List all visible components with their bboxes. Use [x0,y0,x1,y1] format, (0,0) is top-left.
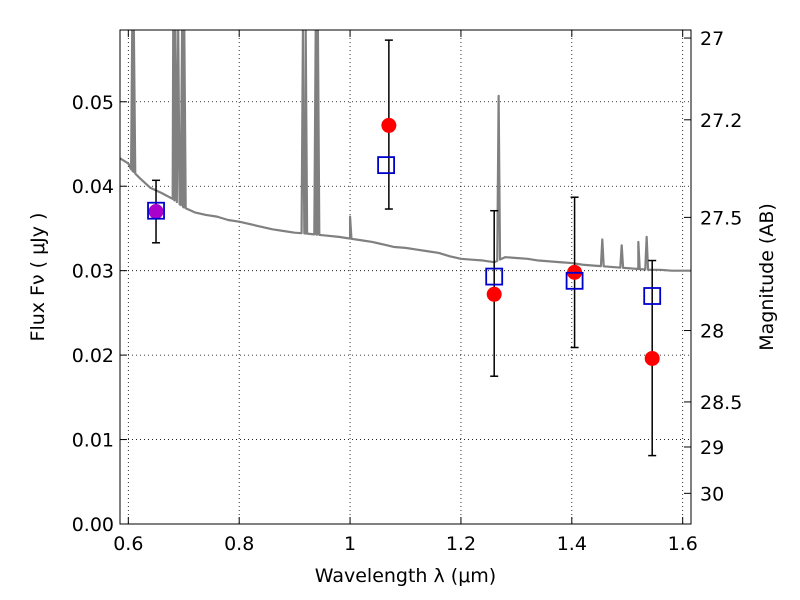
x-tick-label: 0.8 [224,533,254,555]
x-axis-label: Wavelength λ (μm) [315,565,496,587]
mag-tick-label: 28.5 [700,392,742,414]
x-tick-label: 1.6 [668,533,698,555]
model-point [643,287,662,305]
y-tick-label: 0.05 [72,92,114,114]
magnitude-axis-label: Magnitude (AB) [756,203,778,351]
grid-lines [120,30,691,525]
axis-ticks: 0.6 0.8 1 1.2 1.4 1.6 0.00 0.01 0.02 0.03 0.04 0.05… [72,28,743,555]
model-point [485,267,504,286]
sed-model-spectrum [120,30,691,272]
model-point [565,271,584,290]
model-point [147,201,165,220]
y-axis-label: Flux Fν ( μJy ) [27,213,49,342]
sed-curve [120,30,691,272]
x-tick-label: 1 [344,533,356,555]
observed-point [486,286,502,302]
mag-tick-label: 28 [700,321,724,343]
y-tick-label: 0.02 [72,345,114,367]
mag-tick-label: 27 [700,28,724,50]
y-tick-label: 0.03 [72,261,114,283]
y-tick-label: 0.04 [72,176,114,198]
mag-tick-label: 27.5 [700,207,742,229]
x-tick-label: 1.4 [557,533,587,555]
plot-frame [119,29,692,525]
mag-tick-label: 27.2 [700,110,742,132]
y-tick-label: 0.01 [72,430,114,452]
mag-tick-label: 29 [700,437,724,459]
data-markers [147,117,662,366]
observed-point [381,117,397,133]
x-tick-label: 1.2 [446,533,476,555]
x-tick-label: 0.6 [113,533,143,555]
mag-tick-label: 30 [700,483,724,505]
observed-point [148,204,164,220]
model-point [377,156,395,175]
observed-point [644,350,660,366]
y-tick-label: 0.00 [72,514,114,536]
